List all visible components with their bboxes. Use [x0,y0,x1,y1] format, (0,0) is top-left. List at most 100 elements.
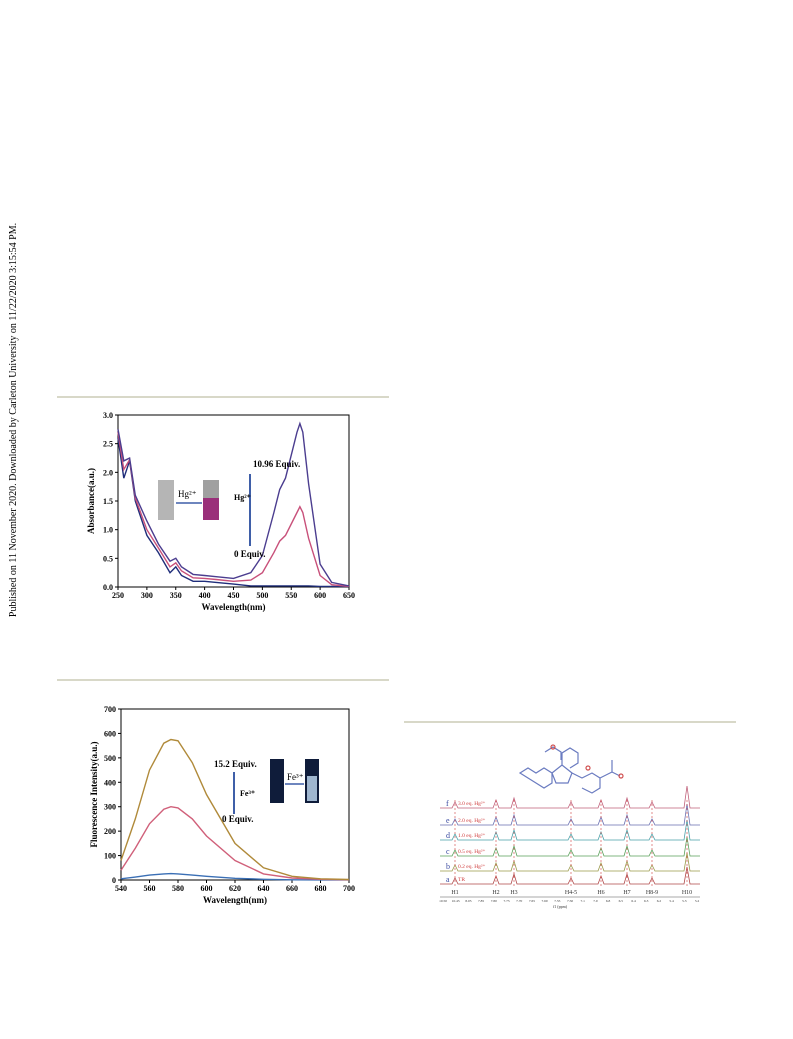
y-tick-label: 0.5 [103,554,113,563]
nmr-tick-label: 7.0 [593,899,598,903]
molecule [518,744,624,794]
x-tick-label: 600 [201,884,213,893]
x-tick-label: 600 [314,591,326,600]
nmr-tick-label: 7.75 [503,899,509,903]
data-line [117,432,350,588]
x-tick-label: 640 [258,884,270,893]
x-tick-label: 540 [115,884,127,893]
data-line [120,738,350,881]
x-tick-label: 400 [199,591,211,600]
y-tick-label: 2.5 [103,440,113,449]
peak-label: H7 [623,890,630,896]
inset-fe [233,759,319,814]
data-line [120,872,349,881]
x-axis-label: Wavelength(nm) [202,602,266,612]
nmr-trace [440,803,700,826]
nmr-tick-label: 7.50 [567,899,573,903]
nmr-figure: f 3.0 eq. Hg²⁺ e 2.0 eq. Hg²⁺ d 1.0 eq. Hg²⁺ c… [439,785,700,909]
nmr-tick-label: 5.4 [669,899,674,903]
trace-letter: d [446,831,450,840]
annotation: 0 Equiv. [234,549,266,559]
y-tick-label: 300 [104,803,116,812]
nmr-tick-label: 5.2 [695,899,700,903]
trace-letter: f [446,799,449,808]
nmr-tick-label: 6.3 [644,899,649,903]
peak-label: H2 [492,890,499,896]
nmr-tick-label: 6.5 [619,899,624,903]
x-tick-label: 250 [112,591,124,600]
nmr-tick-label: 7.60 [542,899,548,903]
nmr-tick-label: 8.05 [465,899,471,903]
peak-label: H3 [510,890,517,896]
y-tick-label: 3.0 [103,411,113,420]
trace-letter: b [446,862,450,871]
y-axis-label: Fluorescence Intensity(a.u.) [89,741,99,847]
nmr-tick-label: 7.85 [478,899,484,903]
x-tick-label: 500 [256,591,268,600]
peak-label: H1 [451,890,458,896]
trace-letter: c [446,847,450,856]
peak-label: H8-9 [646,890,658,896]
peak-label: H6 [597,890,604,896]
x-tick-label: 650 [343,591,355,600]
nmr-tick-label: 7.1 [581,899,586,903]
annotation: Fe³⁺ [240,789,255,798]
nmr-trace [440,819,700,841]
x-tick-label: 700 [343,884,355,893]
y-tick-label: 2.0 [103,468,113,477]
nmr-tick-label: 6.8 [606,899,611,903]
x-tick-label: 680 [315,884,327,893]
annotation: 15.2 Equiv. [214,759,257,769]
inset-hg [158,474,251,546]
sample-label: 0.2 eq. Hg²⁺ [458,863,486,870]
y-tick-label: 100 [104,852,116,861]
nmr-trace [440,836,700,857]
x-tick-label: 620 [229,884,241,893]
nmr-trace [440,785,700,809]
peak-label: H10 [682,890,692,896]
y-tick-label: 400 [104,778,116,787]
y-tick-label: 500 [104,754,116,763]
data-line [117,421,350,587]
annotation: 10.96 Equiv. [253,459,300,469]
y-tick-label: 1.0 [103,526,113,535]
nmr-trace [440,852,700,872]
data-line [117,437,349,588]
nmr-tick-label: 5.3 [682,899,687,903]
annotation: Hg²⁺ [234,493,251,502]
sample-label: 1.0 eq. Hg²⁺ [458,832,486,839]
x-tick-label: 350 [170,591,182,600]
x-axis-label: Wavelength(nm) [203,895,267,905]
y-tick-label: 700 [104,705,116,714]
side-note: Published on 11 November 2020. Downloade… [8,223,19,617]
peak-label: H4-5 [565,890,577,896]
x-tick-label: 560 [144,884,156,893]
sample-label: 0.5 eq. Hg²⁺ [458,848,486,855]
nmr-tick-label: 7.80 [491,899,497,903]
x-tick-label: 550 [285,591,297,600]
sample-label: 2.0 eq. Hg²⁺ [458,817,486,824]
x-tick-label: 300 [141,591,153,600]
nmr-trace [440,866,700,885]
nmr-tick-label: 10.45 [452,899,460,903]
nmr-tick-label: 7.65 [529,899,535,903]
x-tick-label: 660 [286,884,298,893]
y-tick-label: 1.5 [103,497,113,506]
x-tick-label: 580 [172,884,184,893]
nmr-tick-label: 7.70 [516,899,522,903]
trace-letter: e [446,816,450,825]
x-tick-label: 450 [228,591,240,600]
y-tick-label: 0.0 [103,583,113,592]
y-axis-label: Absorbance(a.u.) [86,468,96,534]
data-line [120,805,350,881]
annotation: 0 Equiv. [222,814,254,824]
sample-label: TR [458,877,465,883]
nmr-tick-label: 7.55 [554,899,560,903]
y-tick-label: 600 [104,729,116,738]
nmr-tick-label: 6.4 [631,899,636,903]
annotation: Hg²⁺ [178,489,197,499]
sample-label: 3.0 eq. Hg²⁺ [458,800,486,807]
nmr-tick-label: 10.50 [439,899,447,903]
trace-letter: a [446,875,450,884]
